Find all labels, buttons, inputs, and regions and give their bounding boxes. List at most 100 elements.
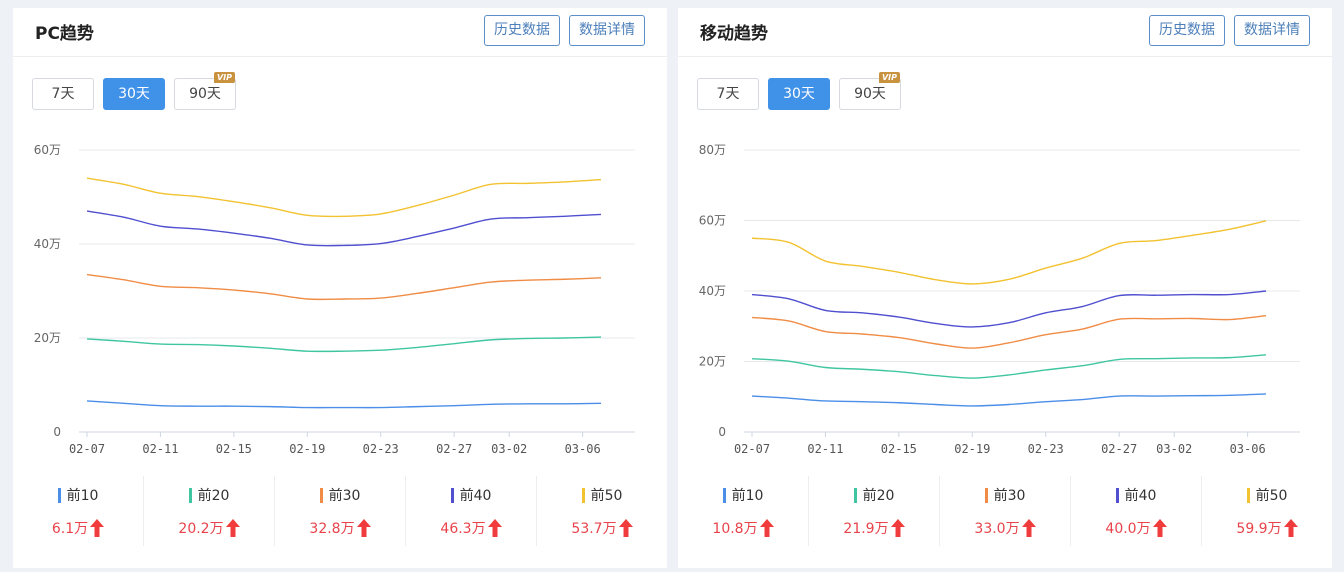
legend-value: 33.0万 (940, 518, 1070, 538)
tab-90-days[interactable]: 90天 VIP (839, 72, 901, 110)
legend-value: 32.8万 (275, 518, 405, 538)
tab-30-days[interactable]: 30天 (768, 78, 830, 110)
legend-item[interactable]: 前30 33.0万 (940, 476, 1071, 546)
legend-value-text: 20.2万 (178, 520, 224, 537)
series-line-前50[interactable] (86, 177, 602, 218)
history-data-button[interactable]: 历史数据 (484, 15, 560, 46)
legend-label: 前50 (581, 485, 623, 505)
tab-7-days[interactable]: 7天 (697, 78, 759, 110)
legend-value-text: 21.9万 (843, 520, 889, 537)
history-data-button[interactable]: 历史数据 (1149, 15, 1225, 46)
legend-label-text: 前40 (1124, 488, 1157, 504)
legend-item[interactable]: 前20 21.9万 (809, 476, 940, 546)
x-axis-label: 03-02 (1156, 442, 1192, 456)
series-line-前40[interactable] (751, 290, 1267, 328)
range-tabs: 7天 30天 90天 VIP (32, 72, 236, 110)
legend-swatch-icon (57, 487, 61, 503)
x-axis-label: 02-15 (881, 442, 917, 456)
series-line-前50[interactable] (751, 220, 1267, 285)
series-line-前30[interactable] (86, 273, 602, 301)
mobile-line-chart: 0 20万 40万 60万 80万 02-07 02-11 02-15 02-19 02-23 02… (678, 126, 1332, 461)
y-axis-label: 40万 (699, 284, 726, 298)
legend-value: 53.7万 (537, 518, 667, 538)
arrow-up-icon (618, 518, 633, 537)
legend-value-text: 6.1万 (51, 520, 89, 537)
y-axis-label: 40万 (34, 237, 61, 251)
legend-item[interactable]: 前30 32.8万 (275, 476, 406, 546)
series-line-前20[interactable] (751, 354, 1267, 379)
series-line-前40[interactable] (86, 210, 602, 247)
legend-value-text: 46.3万 (440, 520, 486, 537)
arrow-up-icon (1021, 518, 1036, 537)
series-line-前10[interactable] (751, 393, 1267, 407)
legend-item[interactable]: 前50 53.7万 (537, 476, 667, 546)
legend-value: 40.0万 (1071, 518, 1201, 538)
y-axis-label: 60万 (34, 143, 61, 157)
legend-value-text: 40.0万 (1105, 520, 1151, 537)
x-axis-label: 02-27 (1101, 442, 1137, 456)
legend-value: 20.2万 (144, 518, 274, 538)
tab-30-days[interactable]: 30天 (103, 78, 165, 110)
series-line-前30[interactable] (751, 314, 1267, 349)
data-details-button[interactable]: 数据详情 (569, 15, 645, 46)
legend-value-text: 59.9万 (1236, 520, 1282, 537)
y-axis-label: 20万 (34, 331, 61, 345)
y-axis-label: 0 (53, 425, 61, 439)
legend-swatch-icon (984, 487, 988, 503)
series-line-前10[interactable] (86, 400, 602, 409)
legend-label-text: 前20 (862, 488, 895, 504)
x-axis-label: 02-27 (436, 442, 472, 456)
legend-swatch-icon (1115, 487, 1119, 503)
panel-title: 移动趋势 (700, 24, 768, 44)
tab-7-days[interactable]: 7天 (32, 78, 94, 110)
legend-label-text: 前30 (993, 488, 1026, 504)
data-details-button[interactable]: 数据详情 (1234, 15, 1310, 46)
arrow-up-icon (356, 518, 371, 537)
arrow-up-icon (225, 518, 240, 537)
x-axis-label: 02-23 (1028, 442, 1064, 456)
legend-value: 6.1万 (13, 518, 143, 538)
legend-item[interactable]: 前10 10.8万 (678, 476, 809, 546)
legend-swatch-icon (450, 487, 454, 503)
legend-label: 前20 (853, 485, 895, 505)
legend-swatch-icon (1246, 487, 1250, 503)
pc-trend-panel: PC趋势 历史数据 数据详情 7天 30天 90天 VIP 0 20万 40万 60万… (13, 8, 667, 572)
legend-item[interactable]: 前40 40.0万 (1071, 476, 1202, 546)
tab-label: 90天 (189, 86, 221, 102)
arrow-up-icon (90, 518, 105, 537)
legend-label-text: 前10 (731, 488, 764, 504)
arrow-up-icon (759, 518, 774, 537)
legend-value: 10.8万 (678, 518, 808, 538)
y-axis-label: 20万 (699, 355, 726, 369)
legend-item[interactable]: 前40 46.3万 (406, 476, 537, 546)
legend-value: 21.9万 (809, 518, 939, 538)
legend-label: 前30 (984, 485, 1026, 505)
legend-item[interactable]: 前10 6.1万 (13, 476, 144, 546)
divider (13, 568, 667, 572)
legend-label-text: 前50 (590, 488, 623, 504)
series-line-前20[interactable] (86, 336, 602, 353)
legend-value-text: 10.8万 (712, 520, 758, 537)
divider (678, 568, 1332, 572)
mobile-trend-panel: 移动趋势 历史数据 数据详情 7天 30天 90天 VIP 0 20万 40万 60万… (678, 8, 1332, 572)
legend-label: 前40 (450, 485, 492, 505)
arrow-up-icon (1283, 518, 1298, 537)
x-axis-label: 03-06 (565, 442, 601, 456)
legend-item[interactable]: 前20 20.2万 (144, 476, 275, 546)
x-axis-label: 02-11 (142, 442, 178, 456)
legend-value-text: 53.7万 (571, 520, 617, 537)
x-axis-label: 02-19 (954, 442, 990, 456)
y-axis-label: 60万 (699, 214, 726, 228)
panel-header: PC趋势 历史数据 数据详情 (13, 8, 667, 57)
range-tabs: 7天 30天 90天 VIP (697, 72, 901, 110)
x-axis-label: 02-15 (216, 442, 252, 456)
legend-item[interactable]: 前50 59.9万 (1202, 476, 1332, 546)
legend-label: 前10 (722, 485, 764, 505)
panel-header: 移动趋势 历史数据 数据详情 (678, 8, 1332, 57)
legend-value-text: 32.8万 (309, 520, 355, 537)
legend-label-text: 前40 (459, 488, 492, 504)
legend-label-text: 前20 (197, 488, 230, 504)
pc-line-chart: 0 20万 40万 60万 02-07 02-11 02-15 02-19 02-23 02-27… (13, 126, 667, 461)
tab-90-days[interactable]: 90天 VIP (174, 72, 236, 110)
y-axis-label: 0 (718, 425, 726, 439)
